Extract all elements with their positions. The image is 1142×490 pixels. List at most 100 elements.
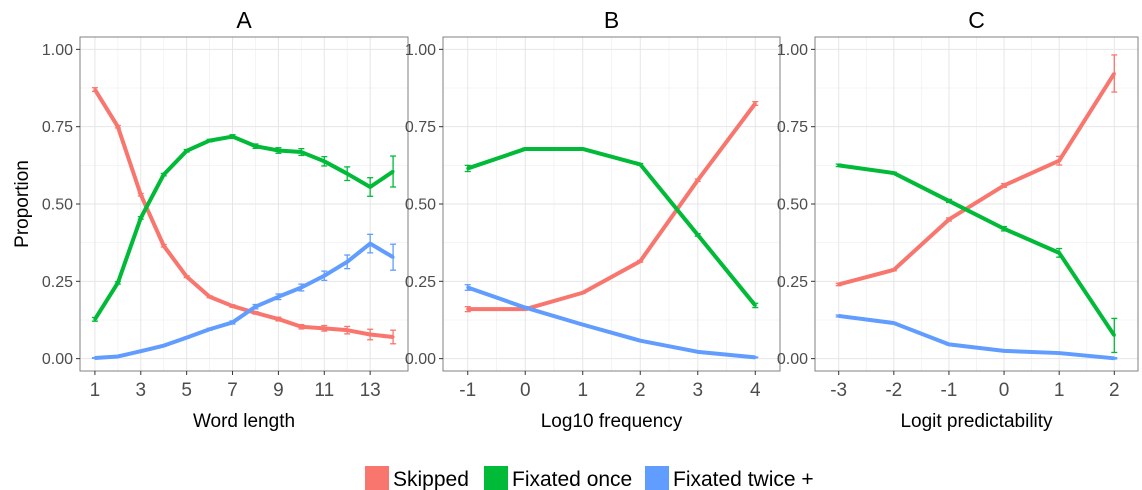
data-point (368, 333, 372, 337)
data-point (322, 326, 326, 330)
data-point (253, 305, 257, 309)
data-point (299, 150, 303, 154)
data-point (299, 325, 303, 329)
x-tick-label: 3 (135, 380, 146, 401)
legend-item-skipped: Skipped (365, 466, 469, 490)
data-point (638, 339, 642, 343)
series-fixated-twice (464, 284, 759, 360)
data-point (523, 306, 527, 310)
series-fixated-once (91, 134, 397, 322)
data-point (322, 274, 326, 278)
series-line-fixated-twice (94, 241, 395, 361)
x-axis-title: Logit predictability (900, 411, 1053, 432)
x-tick-label: -1 (459, 380, 476, 401)
data-point (892, 171, 896, 175)
data-point (139, 216, 143, 220)
data-point (947, 199, 951, 203)
data-point (253, 144, 257, 148)
y-tick-label: 0.25 (42, 274, 73, 291)
data-point (185, 336, 189, 340)
data-point (947, 217, 951, 221)
data-point (1002, 349, 1006, 353)
series-fixated-twice (91, 233, 397, 361)
data-point (837, 163, 841, 167)
data-point (299, 286, 303, 289)
x-tick-label: 1 (90, 380, 101, 401)
data-point (93, 317, 97, 321)
data-point (753, 303, 757, 307)
data-point (368, 185, 372, 189)
y-tick-label: 0.50 (777, 197, 808, 214)
y-tick-label: 0.50 (42, 197, 73, 214)
data-point (162, 244, 166, 248)
x-tick-label: 5 (181, 380, 192, 401)
x-tick-label: -1 (940, 380, 957, 401)
data-point (466, 166, 470, 170)
data-point (1057, 251, 1061, 255)
series-line-fixated-once (838, 163, 1116, 337)
data-point (162, 344, 166, 348)
series-line-fixated-twice (467, 285, 756, 360)
panel-title: B (604, 7, 619, 33)
x-tick-label: 1 (577, 380, 588, 401)
data-point (581, 291, 585, 295)
data-point (253, 311, 257, 315)
y-tick-label: 0.25 (777, 274, 808, 291)
data-point (466, 286, 470, 289)
data-point (345, 328, 349, 332)
legend-label: Skipped (393, 468, 469, 490)
series-line-skipped (467, 102, 757, 312)
legend-swatch (365, 466, 389, 490)
x-tick-label: 2 (635, 380, 646, 401)
y-tick-label: 0.75 (405, 119, 436, 136)
data-point (208, 295, 212, 299)
data-point (231, 135, 235, 139)
panel-title: C (968, 7, 985, 33)
panel-b: B 0.00 0.25 0.50 0.75 1.00 -1 0 1 2 3 4 Log10 freque… (405, 7, 781, 432)
data-point (276, 295, 280, 299)
x-tick-label: 2 (1109, 380, 1120, 401)
data-point (523, 147, 527, 151)
x-axis-title: Log10 frequency (541, 411, 683, 432)
x-tick-label: -2 (885, 380, 902, 401)
series-fixated-once (835, 163, 1118, 354)
x-axis-title: Word length (193, 411, 295, 432)
y-tick-label: 0.25 (405, 274, 436, 291)
x-tick-label: 7 (227, 380, 238, 401)
data-point (116, 125, 120, 129)
data-point (892, 321, 896, 325)
y-tick-label: 0.75 (777, 119, 808, 136)
data-point (638, 162, 642, 166)
data-point (93, 356, 97, 360)
data-point (391, 335, 395, 339)
data-point (837, 282, 841, 286)
data-point (185, 275, 189, 279)
y-tick-label: 0.00 (42, 351, 73, 368)
series-line-fixated-once (467, 146, 757, 307)
legend-label: Fixated once (512, 468, 632, 490)
legend-item-fixated-twice: Fixated twice + (645, 466, 814, 490)
data-point (93, 88, 97, 92)
data-point (116, 281, 120, 285)
data-point (368, 242, 372, 246)
legend-swatch (645, 466, 669, 490)
x-tick-label: 0 (520, 380, 531, 401)
legend-swatch (484, 466, 508, 490)
y-tick-label: 0.00 (777, 351, 808, 368)
x-tick-label: 13 (360, 380, 381, 401)
data-point (696, 178, 700, 182)
y-tick-label: 0.00 (405, 351, 436, 368)
data-point (1057, 351, 1061, 355)
x-tick-label: 3 (692, 380, 703, 401)
data-point (231, 304, 235, 308)
x-tick-label: 0 (999, 380, 1010, 401)
data-point (276, 317, 280, 321)
data-point (322, 159, 326, 163)
data-point (1112, 71, 1116, 75)
x-tick-label: -3 (830, 380, 847, 401)
data-point (139, 193, 143, 197)
legend-item-fixated-once: Fixated once (484, 466, 632, 490)
